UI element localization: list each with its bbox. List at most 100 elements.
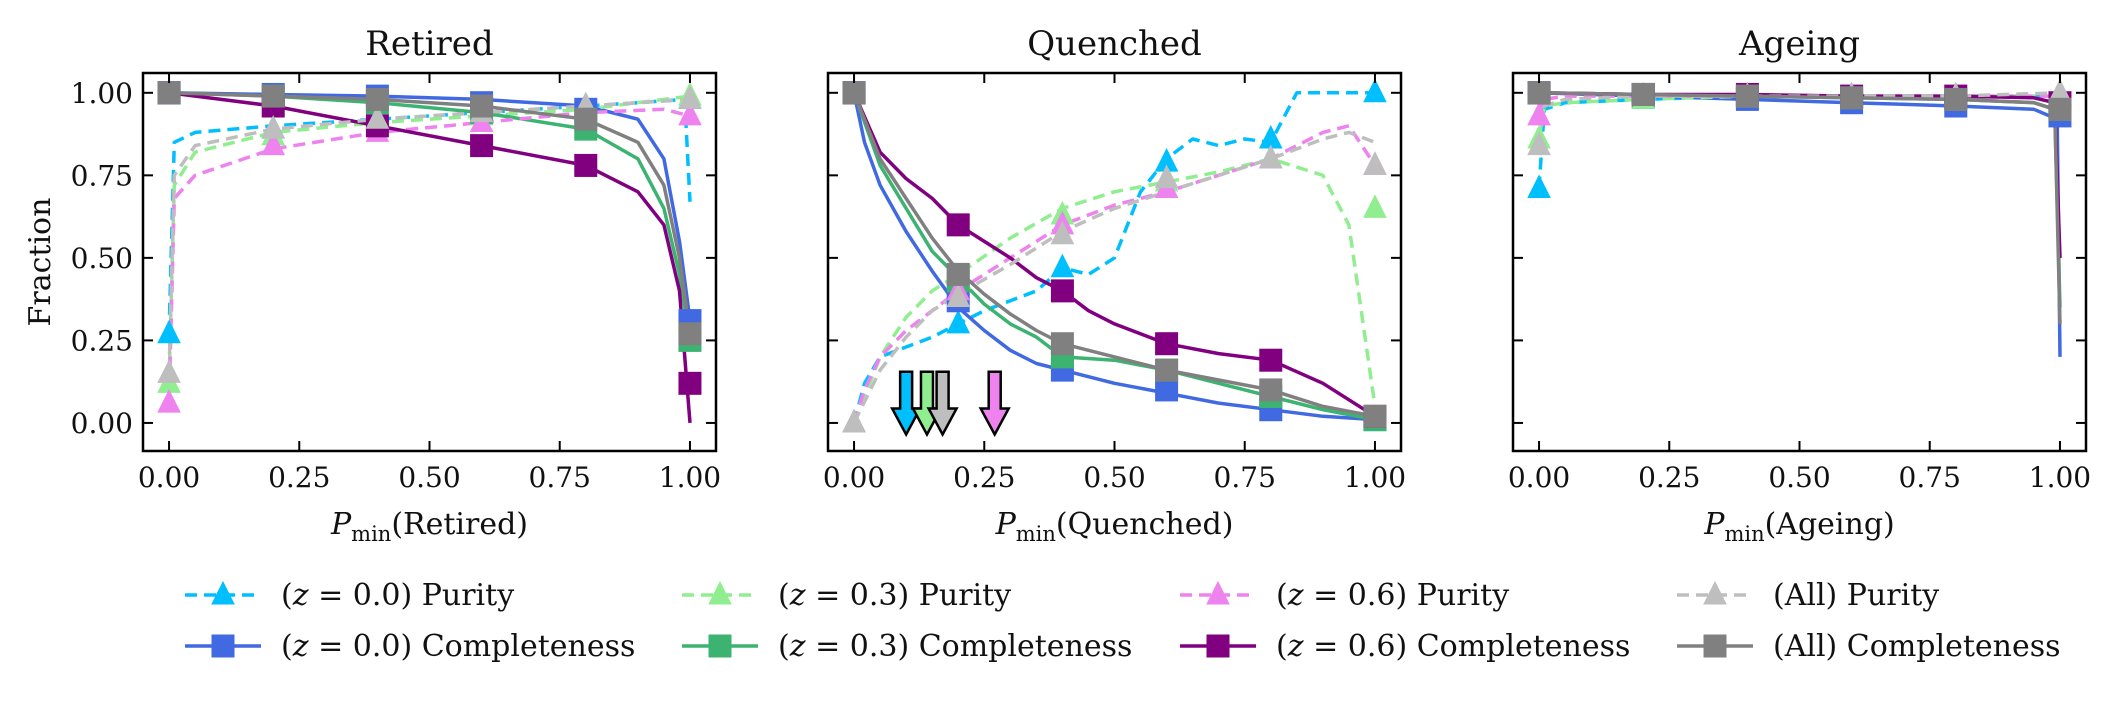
marker-z06_pur-0 — [1527, 101, 1551, 126]
x-tick-label: 1.00 — [1344, 461, 1406, 494]
x-tick-label: 0.25 — [1638, 461, 1700, 494]
x-label-arg: (Quenched) — [1056, 507, 1233, 542]
legend-label-prefix: ( — [778, 578, 790, 613]
legend-label-word: Completeness — [412, 629, 635, 664]
x-tick-label: 0.50 — [398, 461, 460, 494]
marker-all_com-1 — [1631, 82, 1655, 106]
x-label-var: P — [995, 507, 1017, 542]
series-line-z00_pur — [1537, 94, 2060, 189]
legend-label-prefix: ( — [778, 629, 790, 664]
marker-all_com-4 — [574, 107, 598, 131]
series-line-z00_com — [1538, 91, 2062, 357]
legend-label-z00_com: (z = 0.0) Completeness — [281, 629, 635, 664]
series-line-all_pur — [167, 97, 691, 374]
y-tick-label: 1.00 — [71, 77, 133, 110]
marker-z00_pur-5 — [1363, 78, 1387, 103]
legend-label-z06_pur: (z = 0.6) Purity — [1276, 578, 1509, 613]
marker-all_pur-0 — [842, 408, 866, 433]
legend-label-var: z — [292, 629, 309, 664]
marker-all_pur-2 — [1050, 220, 1075, 245]
legend-label-word: Completeness — [909, 629, 1132, 664]
legend-label-prefix: ( — [1276, 629, 1288, 664]
panel-ageing: Ageing 0.00 0.25 0.50 0.75 1.00 Pmin(Ageing) — [1508, 24, 2091, 546]
x-axis-label: Pmin(Retired) — [330, 507, 528, 546]
legend-marker-z00_pur — [211, 580, 235, 605]
legend-label-prefix: (All) — [1773, 578, 1837, 613]
marker-z06_com-2 — [1050, 279, 1074, 303]
series-line-z03_pur — [167, 94, 691, 384]
marker-z00_com-3 — [1155, 378, 1179, 402]
legend-label-prefix: ( — [281, 578, 293, 613]
x-tick-label: 0.00 — [823, 461, 885, 494]
x-label-sub: min — [1016, 522, 1056, 546]
marker-all_pur-1 — [261, 115, 286, 139]
x-tick-label: 0.25 — [268, 461, 330, 494]
legend-label-all_pur: (All) Purity — [1773, 578, 1939, 613]
legend: (z = 0.0) Purity(z = 0.0) Completeness(z… — [185, 578, 2061, 664]
legend-label-word: Purity — [1837, 578, 1939, 613]
legend-label-var: z — [1287, 629, 1304, 664]
marker-all_com-0 — [157, 81, 181, 105]
legend-label-z03_com: (z = 0.3) Completeness — [778, 629, 1132, 664]
marker-all_com-1 — [261, 84, 285, 108]
legend-marker-z00_com — [211, 634, 235, 658]
marker-all_pur-1 — [946, 283, 971, 307]
x-tick-label: 0.00 — [138, 461, 200, 494]
marker-all_pur-0 — [157, 359, 181, 383]
legend-label-prefix: ( — [1276, 578, 1288, 613]
y-tick-label: 0.25 — [71, 324, 133, 357]
series-group — [1537, 91, 2062, 357]
legend-item-z03_pur: (z = 0.3) Purity — [682, 578, 1011, 613]
legend-item-z06_pur: (z = 0.6) Purity — [1180, 578, 1509, 613]
legend-label-eq: = 0.0) — [309, 629, 413, 664]
panel-title: Ageing — [1738, 24, 1860, 64]
y-tick-label: 0.00 — [71, 407, 133, 440]
legend-label-eq: = 0.3) — [806, 578, 910, 613]
marker-all_com-2 — [365, 87, 389, 111]
marker-all_com-4 — [1259, 378, 1283, 402]
legend-label-eq: = 0.0) — [309, 578, 413, 613]
marker-all_com-3 — [470, 94, 494, 118]
marker-all_pur-0 — [1527, 131, 1551, 156]
legend-label-z03_pur: (z = 0.3) Purity — [778, 578, 1011, 613]
x-label-arg: (Ageing) — [1765, 507, 1895, 542]
series-line-z03_com — [1538, 91, 2062, 308]
marker-z06_pur-0 — [157, 389, 181, 413]
marker-all_com-2 — [1735, 84, 1759, 108]
legend-label-eq: = 0.3) — [806, 629, 910, 664]
marker-z06_com-1 — [946, 213, 970, 237]
marker-all_com-0 — [1527, 81, 1551, 105]
ticks: 0.00 0.25 0.50 0.75 1.00 — [823, 73, 1406, 494]
axes-frame — [1511, 71, 2088, 453]
legend-label-var: z — [789, 578, 806, 613]
legend-marker-z03_com — [708, 634, 732, 658]
x-tick-label: 0.50 — [1083, 461, 1145, 494]
marker-all_com-3 — [1840, 86, 1864, 110]
marker-all_pur-3 — [1154, 164, 1179, 189]
legend-marker-z06_com — [1206, 634, 1230, 658]
legend-marker-all_com — [1703, 634, 1727, 658]
legend-label-word: Purity — [1407, 578, 1509, 613]
legend-label-var: z — [292, 578, 309, 613]
marker-z06_com-5 — [678, 371, 702, 395]
marker-z06_pur-5 — [678, 101, 702, 126]
marker-all_com-0 — [842, 81, 866, 105]
marker-z00_pur-0 — [1527, 174, 1551, 199]
arrow-z06_pur — [978, 370, 1011, 438]
x-label-var: P — [330, 507, 352, 542]
series-line-all_com — [1538, 91, 2062, 324]
marker-all_com-5 — [678, 322, 702, 346]
marker-z06_com-4 — [1259, 348, 1283, 372]
series-line-z03_com — [852, 92, 1376, 422]
legend-marker-z06_pur — [1206, 580, 1230, 605]
marker-all_pur-5 — [678, 85, 702, 109]
x-tick-label: 0.75 — [1899, 461, 1961, 494]
x-tick-label: 0.50 — [1768, 461, 1830, 494]
legend-item-z06_com: (z = 0.6) Completeness — [1180, 629, 1630, 664]
series-group — [167, 91, 692, 424]
series-line-z00_com — [852, 92, 1376, 422]
marker-z06_pur-1 — [261, 131, 286, 156]
marker-z06_com-3 — [470, 134, 494, 158]
x-tick-label: 0.75 — [1214, 461, 1276, 494]
